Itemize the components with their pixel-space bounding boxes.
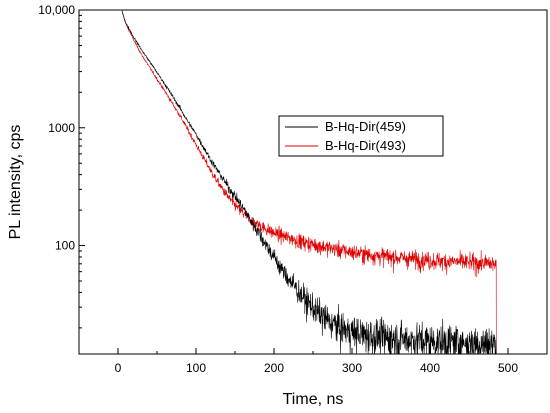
x-axis-ticks: 0 100 200 300 400 500 (115, 348, 518, 375)
x-tick-label: 0 (115, 361, 122, 375)
y-axis-ticks: 100 1000 10,000 (38, 3, 85, 329)
x-tick-label: 400 (420, 361, 440, 375)
legend-box (278, 115, 444, 157)
legend-label-493: B-Hq-Dir(493) (325, 138, 406, 153)
x-tick-label: 500 (498, 361, 518, 375)
y-axis-label: PL intensity, cps (7, 125, 24, 240)
x-tick-label: 100 (186, 361, 206, 375)
series-line-493 (121, 10, 497, 354)
plot-frame (78, 9, 548, 355)
x-tick-label: 200 (264, 361, 284, 375)
x-axis-label: Time, ns (283, 391, 344, 408)
data-traces (121, 10, 497, 355)
y-tick-label: 1000 (48, 121, 75, 135)
y-tick-label: 100 (55, 239, 75, 253)
x-tick-label: 300 (342, 361, 362, 375)
legend-label-459: B-Hq-Dir(459) (325, 119, 406, 134)
y-tick-label: 10,000 (38, 3, 75, 17)
series-line-459 (121, 10, 497, 355)
legend: B-Hq-Dir(459) B-Hq-Dir(493) (278, 115, 444, 157)
